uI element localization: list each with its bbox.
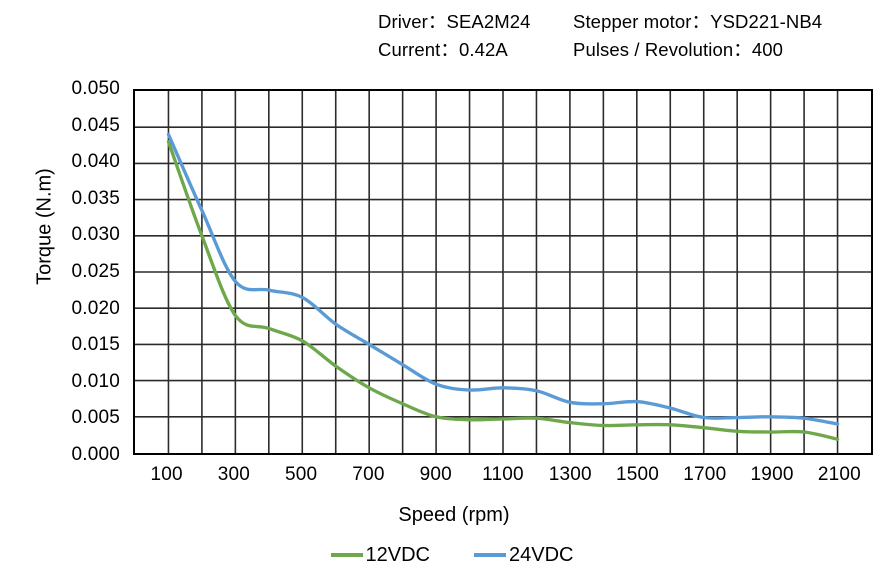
x-tick-label: 900 bbox=[419, 464, 452, 485]
plot-area bbox=[133, 89, 873, 455]
chart-legend: 12VDC 24VDC bbox=[0, 544, 888, 567]
y-tick-label: 0.025 bbox=[71, 261, 120, 282]
y-tick-label: 0.020 bbox=[71, 297, 120, 319]
y-tick-label: 0.040 bbox=[71, 151, 120, 173]
chart-header: Driver：SEA2M24 Stepper motor：YSD221-NB4 C… bbox=[378, 8, 878, 64]
stepper-motor-label: Stepper motor：YSD221-NB4 bbox=[573, 11, 823, 32]
y-tick-label: 0.045 bbox=[71, 114, 120, 136]
legend-item-12vdc[interactable]: 12VDC bbox=[330, 544, 430, 567]
x-tick-label: 1700 bbox=[683, 464, 727, 485]
header-row-1: Driver：SEA2M24 Stepper motor：YSD221-NB4 bbox=[378, 8, 878, 36]
x-tick-label: 1500 bbox=[615, 464, 660, 485]
y-tick-label: 0.050 bbox=[71, 78, 120, 99]
x-tick-label: 1900 bbox=[750, 464, 794, 485]
header-row-2: Current：0.42A Pulses / Revolution：400 bbox=[378, 36, 878, 64]
legend-label: 12VDC bbox=[365, 544, 430, 567]
driver-label: Driver：SEA2M24 bbox=[378, 11, 531, 32]
series-line-24vdc bbox=[166, 132, 840, 426]
y-tick-label: 0.015 bbox=[71, 334, 120, 356]
legend-item-24vdc[interactable]: 24VDC bbox=[474, 544, 573, 567]
y-tick-label: 0.030 bbox=[71, 224, 120, 246]
y-tick-label: 0.000 bbox=[71, 444, 120, 465]
chart-canvas bbox=[135, 91, 871, 453]
y-tick-label: 0.035 bbox=[71, 187, 120, 209]
legend-label: 24VDC bbox=[509, 544, 574, 567]
current-label: Current：0.42A bbox=[378, 39, 508, 60]
x-tick-label: 1100 bbox=[482, 464, 524, 485]
series-line-12vdc bbox=[166, 139, 840, 441]
x-axis-title: Speed (rpm) bbox=[398, 504, 510, 526]
y-tick-label: 0.010 bbox=[71, 370, 120, 392]
legend-color-swatch bbox=[474, 552, 506, 557]
y-tick-label: 0.005 bbox=[71, 407, 120, 429]
legend-color-swatch bbox=[330, 552, 363, 557]
pulses-per-revolution-label: Pulses / Revolution：400 bbox=[573, 39, 784, 60]
x-tick-label: 300 bbox=[217, 464, 251, 485]
x-tick-label: 500 bbox=[285, 464, 318, 485]
x-tick-label: 100 bbox=[150, 464, 183, 485]
x-tick-label: 2100 bbox=[817, 464, 861, 485]
x-tick-label: 1300 bbox=[548, 464, 592, 485]
x-tick-label: 700 bbox=[352, 464, 385, 485]
